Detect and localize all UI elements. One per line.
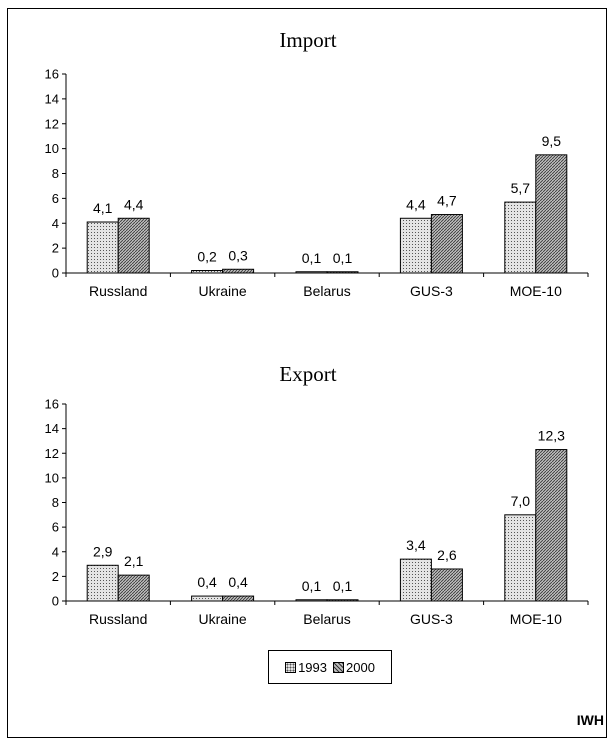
legend-swatch-1993 (285, 661, 297, 673)
export-data-label: 0,4 (228, 574, 248, 590)
export-data-label: 7,0 (511, 493, 531, 509)
legend: 1993 2000 (268, 650, 392, 684)
export-data-label: 0,4 (197, 574, 217, 590)
export-bar-2000 (430, 568, 463, 602)
import-y-tick-label: 4 (52, 216, 59, 231)
export-y-tick-label: 6 (52, 520, 59, 535)
export-x-tick-label: Ukraine (198, 611, 246, 627)
export-y-tick-label: 16 (45, 397, 59, 412)
legend-item-2000: 2000 (333, 660, 375, 675)
export-x-tick-label: GUS-3 (410, 611, 453, 627)
import-data-label: 0,2 (197, 249, 217, 265)
export-data-label: 3,4 (406, 537, 426, 553)
import-y-tick-label: 12 (45, 116, 59, 131)
export-y-tick-label: 0 (52, 594, 59, 609)
export-bar-1993 (86, 564, 119, 602)
export-data-label: 12,3 (538, 428, 565, 444)
export-title: Export (279, 362, 336, 386)
credit-label: IWH (576, 712, 604, 728)
import-bar-1993 (191, 270, 224, 274)
import-x-tick-label: Russland (89, 283, 147, 299)
import-data-label: 0,1 (302, 250, 322, 266)
export-data-label: 2,1 (124, 553, 144, 569)
export-data-label: 0,1 (302, 578, 322, 594)
legend-swatch-2000 (333, 661, 344, 673)
import-data-label: 4,4 (406, 196, 426, 212)
import-data-label: 5,7 (511, 180, 531, 196)
export-bar-1993 (191, 595, 224, 602)
import-y-tick-label: 6 (52, 191, 59, 206)
import-bar-2000 (117, 217, 150, 274)
export-bar-1993 (295, 599, 328, 602)
export-bar-1993 (399, 558, 432, 602)
export-y-tick-label: 2 (52, 569, 59, 584)
export-y-tick-label: 12 (45, 446, 59, 461)
export-data-label: 0,1 (333, 578, 353, 594)
import-y-tick-label: 0 (52, 266, 59, 281)
import-x-tick-label: Belarus (303, 283, 350, 299)
import-data-label: 4,7 (437, 193, 457, 209)
import-data-label: 9,5 (542, 133, 562, 149)
import-bar-2000 (326, 271, 359, 274)
import-data-label: 4,1 (93, 200, 113, 216)
export-y-tick-label: 4 (52, 544, 59, 559)
export-x-tick-label: Russland (89, 611, 147, 627)
import-data-label: 4,4 (124, 196, 144, 212)
legend-label-2000: 2000 (346, 659, 375, 675)
export-bar-2000 (117, 574, 150, 602)
import-bar-2000 (430, 214, 463, 274)
export-x-tick-label: MOE-10 (510, 611, 562, 627)
export-data-label: 2,6 (437, 547, 457, 563)
import-data-label: 0,1 (333, 250, 353, 266)
export-bar-1993 (504, 514, 537, 602)
import-bar-2000 (535, 154, 568, 274)
import-y-tick-label: 14 (45, 91, 59, 106)
export-data-label: 2,9 (93, 543, 113, 559)
import-y-tick-label: 2 (52, 241, 59, 256)
import-x-tick-label: GUS-3 (410, 283, 453, 299)
export-bar-2000 (535, 449, 568, 602)
import-bar-1993 (399, 217, 432, 274)
import-data-label: 0,3 (228, 247, 248, 263)
legend-item-1993: 1993 (285, 660, 327, 675)
import-bar-1993 (504, 201, 537, 274)
import-y-tick-label: 8 (52, 166, 59, 181)
import-bar-1993 (295, 271, 328, 274)
export-bar-2000 (326, 599, 359, 602)
import-x-tick-label: MOE-10 (510, 283, 562, 299)
legend-label-1993: 1993 (298, 659, 327, 675)
export-y-tick-label: 14 (45, 421, 59, 436)
import-title: Import (279, 28, 336, 52)
import-bar-1993 (86, 221, 119, 274)
export-y-tick-label: 8 (52, 495, 59, 510)
export-y-tick-label: 10 (45, 470, 59, 485)
import-x-tick-label: Ukraine (198, 283, 246, 299)
import-y-tick-label: 16 (45, 67, 59, 82)
import-bar-2000 (222, 268, 255, 274)
export-x-tick-label: Belarus (303, 611, 350, 627)
export-bar-2000 (222, 595, 255, 602)
import-y-tick-label: 10 (45, 141, 59, 156)
